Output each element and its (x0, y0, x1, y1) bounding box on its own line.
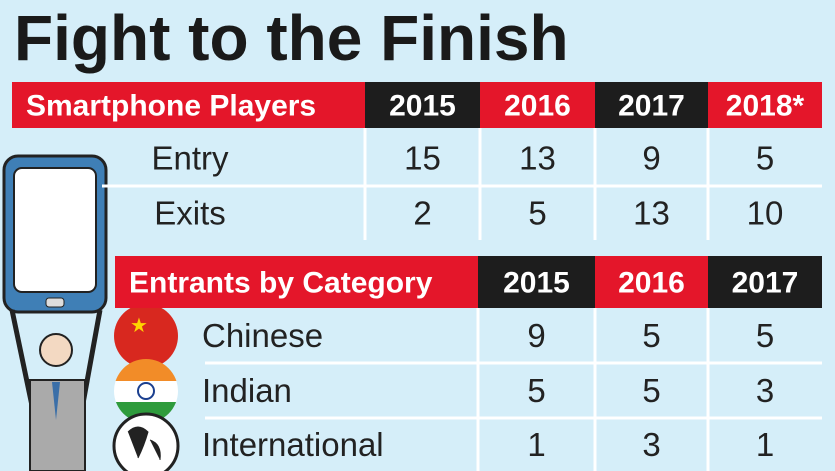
header-text: Entrants by Category (129, 267, 433, 300)
globe (112, 412, 180, 471)
header-cell (115, 256, 478, 308)
cell-value: 9 (642, 140, 660, 177)
globe-land (127, 426, 161, 461)
header-text: 2017 (618, 90, 685, 123)
row-label: Indian (202, 372, 292, 409)
cell-value: 2 (413, 195, 431, 232)
header-text: 2016 (504, 90, 571, 123)
cell-value: 10 (747, 195, 784, 232)
header-cell (478, 256, 595, 308)
title: Fight to the Finish (14, 2, 569, 74)
row-label: Chinese (202, 317, 323, 354)
header-text: 2015 (503, 267, 570, 300)
head (39, 333, 73, 367)
cell-value: 15 (404, 140, 441, 177)
row-label: Entry (151, 140, 229, 177)
row-label: Exits (154, 195, 226, 232)
row-label: International (202, 426, 384, 463)
header-text: 2015 (389, 90, 456, 123)
phone-screen (13, 167, 97, 293)
header-text: 2018* (726, 90, 805, 123)
cell-value: 5 (528, 195, 546, 232)
tie (52, 382, 60, 420)
cell-value: 13 (633, 195, 670, 232)
header-cell (708, 256, 822, 308)
flag-wheel (137, 382, 155, 400)
header-cell (595, 256, 708, 308)
flag-stripe (114, 381, 178, 402)
cell-value: 1 (527, 426, 545, 463)
cell-value: 5 (756, 317, 774, 354)
illustration (2, 154, 108, 471)
header-cell (365, 82, 480, 128)
cell-value: 9 (527, 317, 545, 354)
header-cell (12, 82, 365, 128)
cell-value: 13 (519, 140, 556, 177)
cell-value: 5 (642, 317, 660, 354)
header-cell (708, 82, 822, 128)
cell-value: 1 (756, 426, 774, 463)
header-cell (480, 82, 595, 128)
header-cell (595, 82, 708, 128)
header-text: Smartphone Players (26, 90, 316, 123)
flag-china (114, 304, 178, 368)
flag-star: ★ (130, 315, 148, 337)
body (29, 379, 86, 471)
cell-value: 3 (642, 426, 660, 463)
cell-value: 3 (756, 372, 774, 409)
header-text: 2016 (618, 267, 685, 300)
header-text: 2017 (732, 267, 799, 300)
cell-value: 5 (527, 372, 545, 409)
phone-button (45, 297, 65, 308)
cell-value: 5 (642, 372, 660, 409)
flag-stripe (114, 359, 178, 381)
cell-value: 5 (756, 140, 774, 177)
